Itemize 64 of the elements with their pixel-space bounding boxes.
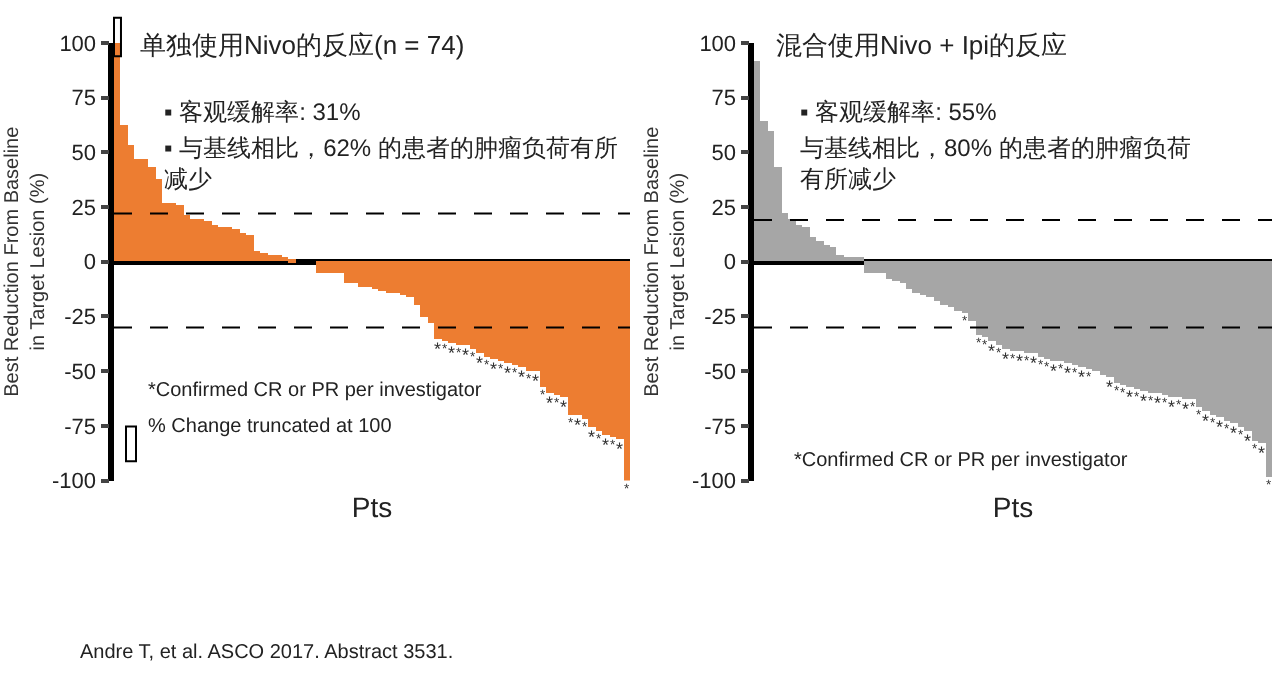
y-tick-label: -100: [692, 470, 737, 495]
y-tick-label: 0: [83, 251, 97, 276]
y-tick-label: 25: [71, 196, 97, 221]
data-label: *: [616, 438, 624, 459]
x-axis-title: Pts: [992, 491, 1034, 524]
data-label: *: [1106, 376, 1114, 397]
y-tick-label: -75: [64, 415, 97, 440]
y-tick-label: 50: [71, 141, 97, 166]
annotation: ▪ 客观缓解率: 31%: [164, 98, 362, 126]
data-label: *: [602, 434, 610, 455]
y-tick-label: 25: [711, 196, 737, 221]
data-label: *: [504, 362, 512, 383]
annotation: *Confirmed CR or PR per investigator: [794, 450, 1129, 472]
annotation: ▪ 客观缓解率: 55%: [800, 98, 998, 126]
data-label: *: [1216, 416, 1224, 437]
data-label: *: [1064, 362, 1072, 383]
data-label: *: [1126, 386, 1134, 407]
data-label: *: [1154, 392, 1162, 413]
y-axis-title: Best Reduction From Baseline in Target Lesion (%): [642, 125, 691, 397]
data-label: *: [532, 370, 540, 391]
data-label: *: [462, 344, 470, 365]
x-axis-title: Pts: [351, 491, 393, 524]
text: Andre T, et al. ASCO 2017. Abstract 3531.: [80, 642, 454, 664]
annotation: % Change truncated at 100: [148, 416, 393, 438]
data-label: *: [574, 414, 582, 435]
chart-title: 单独使用Nivo的反应(n = 74): [140, 30, 465, 60]
annotation: 与基线相比，80% 的患者的肿瘤负荷有所减少: [800, 134, 1191, 194]
y-tick-label: 100: [59, 32, 97, 57]
y-tick-label: 50: [711, 141, 737, 166]
data-label: *: [1182, 398, 1190, 419]
data-label: *: [1050, 360, 1058, 381]
data-label: *: [1002, 348, 1010, 369]
data-label: *: [588, 426, 596, 447]
data-label: *: [1244, 430, 1252, 451]
data-label: *: [1140, 390, 1148, 411]
y-tick-label: 0: [723, 251, 737, 276]
data-label: *: [1078, 366, 1086, 387]
annotation: *Confirmed CR or PR per investigator: [148, 380, 483, 402]
chart-title: 混合使用Nivo + Ipi的反应: [776, 30, 1068, 60]
y-tick-label: -100: [52, 470, 97, 495]
data-label: *: [560, 396, 568, 417]
y-axis-title: Best Reduction From Baseline in Target Lesion (%): [2, 125, 51, 397]
data-label: *: [1168, 396, 1176, 417]
data-label: *: [434, 338, 442, 359]
data-label: *: [1202, 410, 1210, 431]
y-tick-label: 100: [699, 32, 737, 57]
y-tick-label: -50: [64, 360, 97, 385]
data-label: *: [518, 366, 526, 387]
data-label: *: [546, 392, 554, 413]
data-label: *: [1258, 442, 1266, 463]
data-label: *: [490, 358, 498, 379]
data-label: *: [1016, 350, 1024, 371]
data-label: *: [988, 340, 996, 361]
y-tick-label: 75: [711, 87, 737, 112]
y-tick-label: -50: [704, 360, 737, 385]
annotation: ▪ 与基线相比，62% 的患者的肿瘤负荷有所减少: [164, 134, 618, 194]
y-tick-label: 75: [71, 87, 97, 112]
data-label: *: [1230, 422, 1238, 443]
y-tick-label: -75: [704, 415, 737, 440]
y-tick-label: -25: [704, 306, 737, 331]
y-tick-label: -25: [64, 306, 97, 331]
data-label: *: [1030, 352, 1038, 373]
data-label: *: [448, 342, 456, 363]
data-label: *: [476, 352, 484, 373]
